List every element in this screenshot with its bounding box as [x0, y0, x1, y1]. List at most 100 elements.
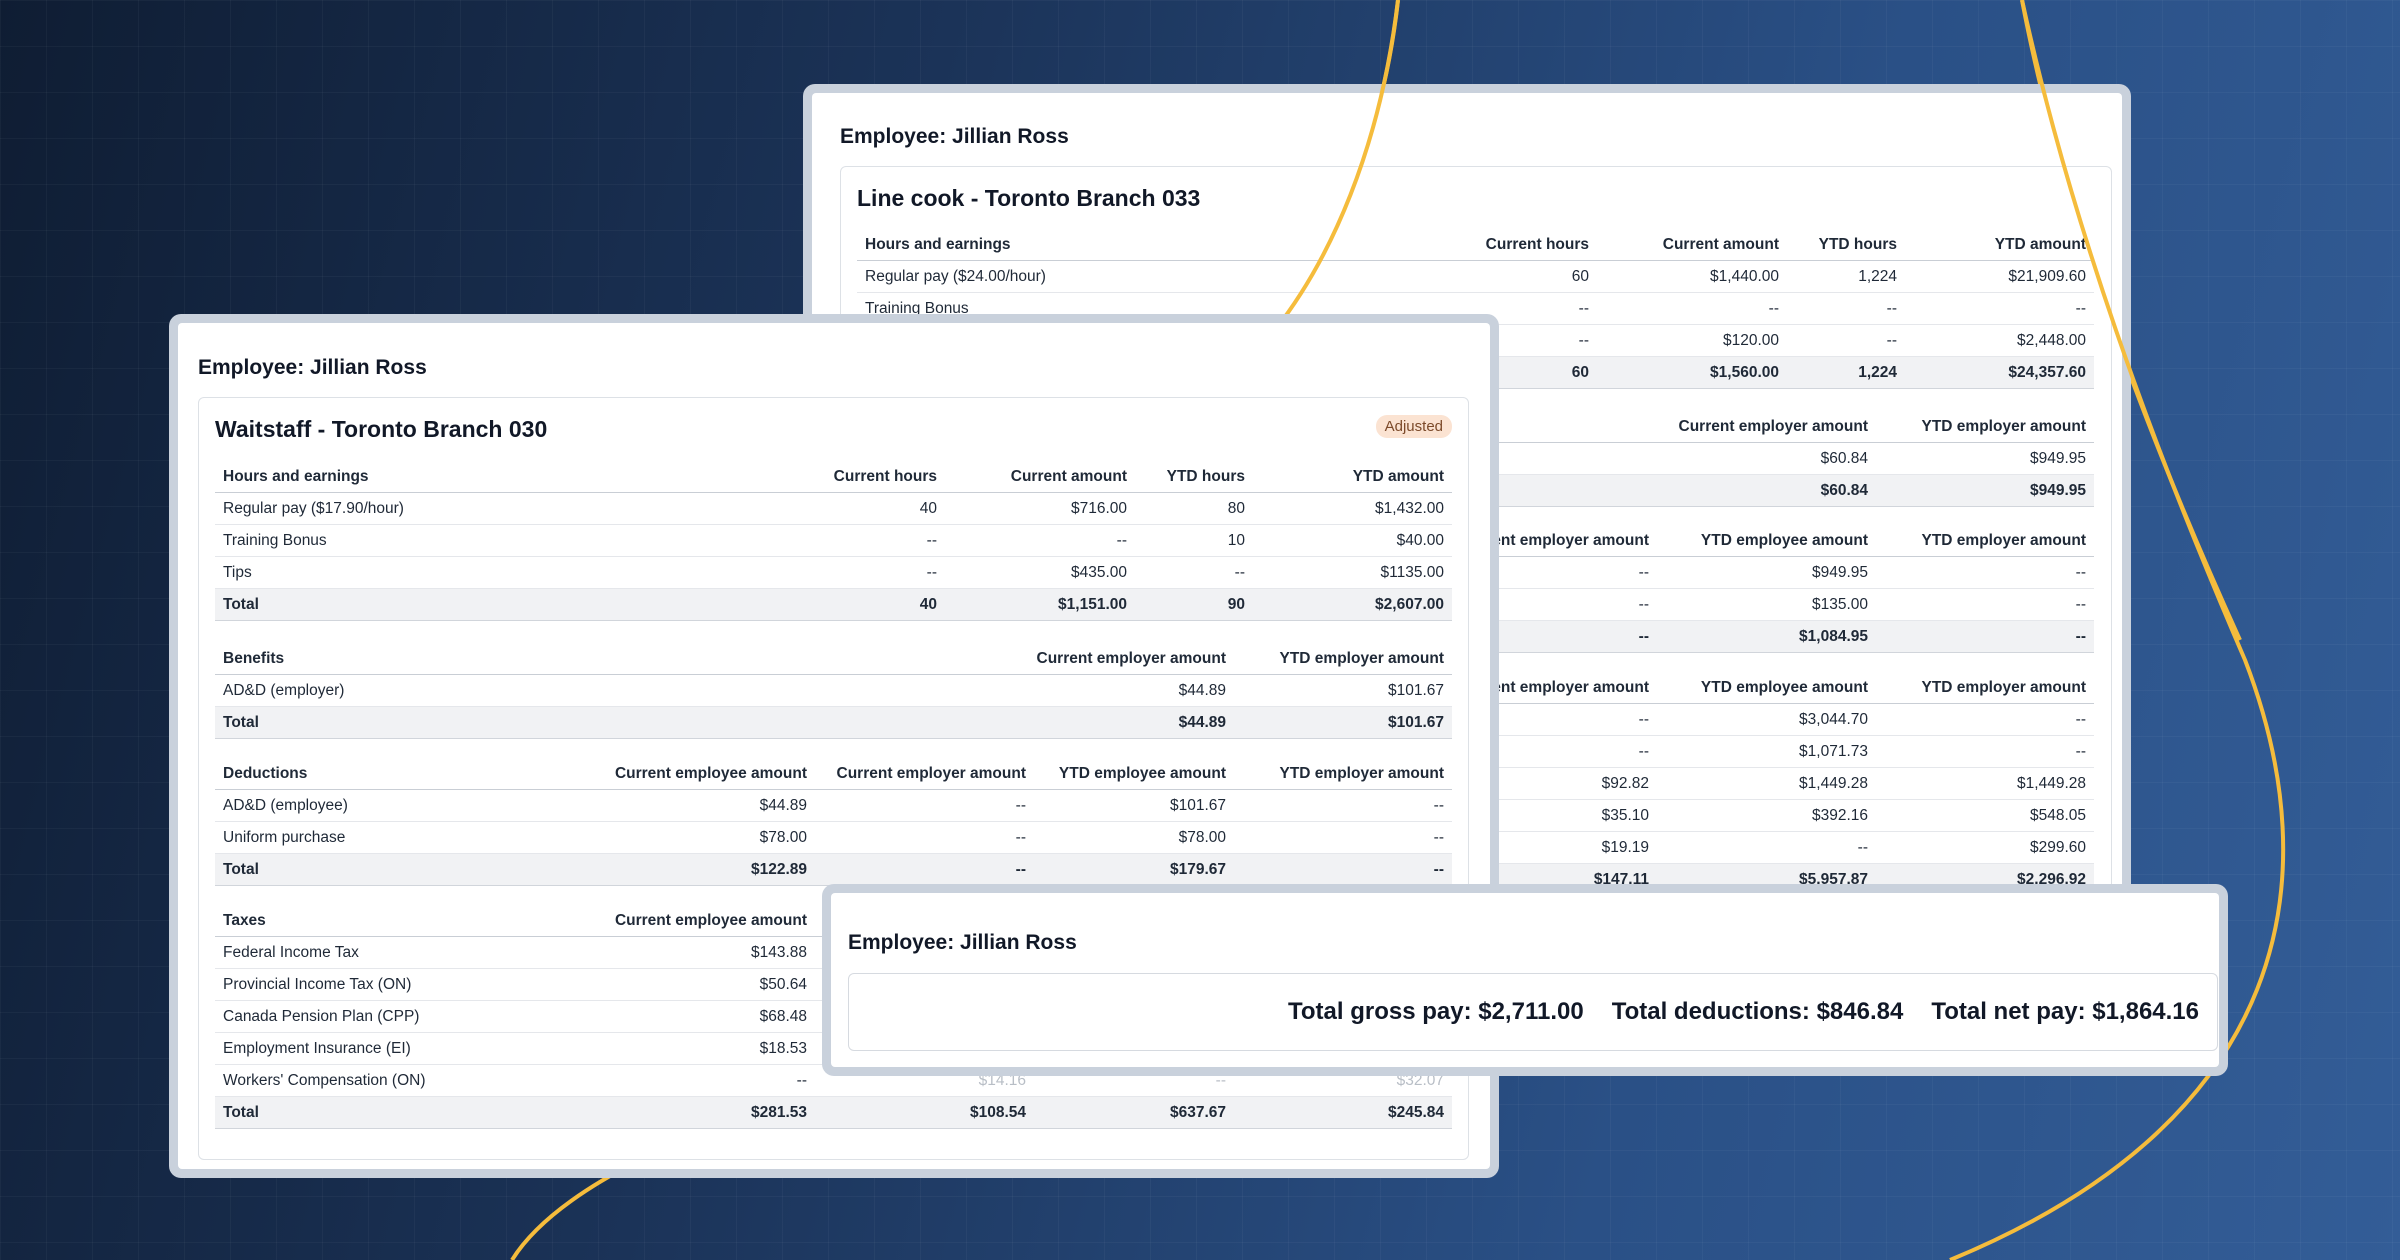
row-label: Canada Pension Plan (CPP)	[215, 1000, 596, 1033]
cell: $50.64	[596, 968, 815, 1001]
employee-title: Employee: Jillian Ross	[848, 931, 1077, 954]
header-ytd-employer: YTD employer amount	[1876, 666, 2094, 704]
header-ytd-employer: YTD employer amount	[1234, 637, 1452, 675]
table-row: AD&D (employee) $44.89 -- $101.67 --	[215, 789, 1452, 822]
header-ytd-employer: YTD employer amount	[1876, 519, 2094, 557]
paystub-summary-card: Employee: Jillian Ross Total gross pay: …	[822, 884, 2228, 1076]
header-current-amount: Current amount	[945, 455, 1135, 493]
cell: $1135.00	[1253, 556, 1452, 589]
cell: $2,448.00	[1905, 324, 2094, 357]
cell: 10	[1135, 524, 1253, 557]
row-label: Federal Income Tax	[215, 936, 596, 969]
header-ytd-amount: YTD amount	[1253, 455, 1452, 493]
cell: $392.16	[1657, 799, 1876, 832]
cell: $143.88	[596, 936, 815, 969]
row-label: AD&D (employer)	[215, 674, 1015, 707]
header-hours-earnings: Hours and earnings	[857, 223, 1467, 261]
cell: $68.48	[596, 1000, 815, 1033]
row-label: Training Bonus	[215, 524, 815, 557]
header-deductions: Deductions	[215, 752, 596, 790]
cell: 40	[815, 492, 945, 525]
cell: --	[815, 789, 1034, 822]
cell: $1,560.00	[1597, 356, 1787, 389]
earnings-table: Hours and earnings Current hours Current…	[215, 455, 1452, 621]
cell: --	[1905, 292, 2094, 325]
cell: $78.00	[596, 821, 815, 854]
totals-box: Total gross pay: $2,711.00 Total deducti…	[848, 973, 2218, 1051]
cell: $44.89	[1015, 674, 1234, 707]
total-label: Total	[215, 1096, 596, 1129]
total-deductions: Total deductions: $846.84	[1611, 998, 1904, 1025]
table-row: Training Bonus -- -- -- --	[857, 292, 2094, 325]
cell: $1,440.00	[1597, 260, 1787, 293]
cell: $24,357.60	[1905, 356, 2094, 389]
cell: $281.53	[596, 1096, 815, 1129]
cell: 40	[815, 588, 945, 621]
cell: --	[1234, 821, 1452, 854]
total-row: 60 $1,560.00 1,224 $24,357.60	[857, 356, 2094, 389]
cell: --	[1876, 556, 2094, 589]
cell: 60	[1467, 260, 1597, 293]
row-label: Uniform purchase	[215, 821, 596, 854]
cell: 80	[1135, 492, 1253, 525]
header-hours-earnings: Hours and earnings	[215, 455, 815, 493]
header-benefits: Benefits	[215, 637, 1015, 675]
row-label: Regular pay ($24.00/hour)	[857, 260, 1467, 293]
total-net-pay: Total net pay: $1,864.16	[1931, 998, 2199, 1025]
cell: $101.67	[1234, 706, 1452, 739]
job-title: Waitstaff - Toronto Branch 030	[215, 416, 548, 442]
cell: $21,909.60	[1905, 260, 2094, 293]
cell: --	[815, 821, 1034, 854]
header-ytd-hours: YTD hours	[1135, 455, 1253, 493]
header-taxes: Taxes	[215, 899, 596, 937]
cell: $120.00	[1597, 324, 1787, 357]
cell: $3,044.70	[1657, 703, 1876, 736]
benefits-table: Benefits Current employer amount YTD emp…	[215, 637, 1452, 739]
earnings-table: Hours and earnings Current hours Current…	[857, 223, 2094, 389]
cell: $122.89	[596, 853, 815, 886]
cell: $949.95	[1876, 474, 2094, 507]
cell: $1,084.95	[1657, 620, 1876, 653]
cell: $2,607.00	[1253, 588, 1452, 621]
cell: --	[1234, 853, 1452, 886]
cell: --	[1135, 556, 1253, 589]
cell: $108.54	[815, 1096, 1034, 1129]
header-current-employer: Current employer amount	[1657, 405, 1876, 443]
header-ytd-employee: YTD employee amount	[1034, 752, 1234, 790]
row-label: Provincial Income Tax (ON)	[215, 968, 596, 1001]
table-row: AD&D (employer) $44.89 $101.67	[215, 674, 1452, 707]
cell: $1,432.00	[1253, 492, 1452, 525]
cell: $949.95	[1657, 556, 1876, 589]
row-label: Workers' Compensation (ON)	[215, 1064, 596, 1097]
cell: --	[1876, 703, 2094, 736]
row-label: Regular pay ($17.90/hour)	[215, 492, 815, 525]
cell: $44.89	[596, 789, 815, 822]
total-label: Total	[215, 706, 1015, 739]
cell: $40.00	[1253, 524, 1452, 557]
deductions-table: Deductions Current employee amount Curre…	[215, 752, 1452, 886]
cell: --	[1876, 735, 2094, 768]
cell: --	[815, 556, 945, 589]
header-ytd-employer: YTD employer amount	[1876, 405, 2094, 443]
header-current-employee: Current employee amount	[596, 752, 815, 790]
job-title: Line cook - Toronto Branch 033	[857, 185, 1201, 211]
cell: --	[1234, 789, 1452, 822]
header-ytd-employee: YTD employee amount	[1657, 519, 1876, 557]
cell: $60.84	[1657, 474, 1876, 507]
header-current-employer: Current employer amount	[1015, 637, 1234, 675]
cell: 90	[1135, 588, 1253, 621]
table-row: Tips -- $435.00 -- $1135.00	[215, 556, 1452, 589]
cell: 1,224	[1787, 260, 1905, 293]
total-row: Total $44.89 $101.67	[215, 706, 1452, 739]
table-row: Training Bonus -- -- 10 $40.00	[215, 524, 1452, 557]
employee-title: Employee: Jillian Ross	[198, 356, 427, 379]
cell: $135.00	[1657, 588, 1876, 621]
status-badge: Adjusted	[1375, 415, 1452, 438]
cell: --	[815, 853, 1034, 886]
cell: --	[1597, 292, 1787, 325]
cell: --	[1467, 292, 1597, 325]
row-label: AD&D (employee)	[215, 789, 596, 822]
header-current-hours: Current hours	[1467, 223, 1597, 261]
total-row: Total 40 $1,151.00 90 $2,607.00	[215, 588, 1452, 621]
cell: $1,449.28	[1876, 767, 2094, 800]
